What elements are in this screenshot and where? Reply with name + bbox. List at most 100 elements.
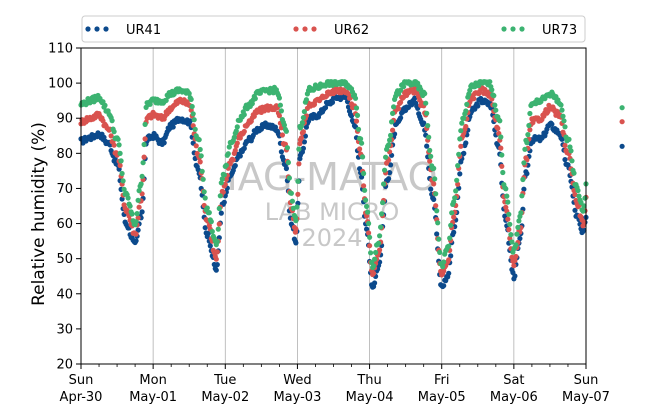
data-point	[398, 87, 404, 93]
data-point	[322, 105, 329, 111]
data-point	[133, 231, 139, 237]
data-point	[619, 143, 625, 149]
data-point	[506, 226, 512, 233]
legend-marker	[85, 26, 91, 32]
data-point	[513, 242, 519, 248]
data-point	[436, 236, 442, 242]
data-point	[561, 118, 567, 124]
data-point	[559, 136, 565, 142]
data-point	[463, 123, 469, 130]
data-point	[582, 195, 588, 201]
data-point	[464, 101, 470, 107]
data-point	[513, 253, 519, 260]
data-point	[362, 187, 368, 193]
x-tick-day: Sat	[503, 373, 524, 388]
data-point	[294, 204, 300, 210]
data-point	[276, 95, 282, 101]
data-point	[426, 134, 432, 140]
data-point	[366, 230, 372, 236]
data-point	[463, 108, 469, 114]
data-point	[454, 177, 460, 183]
data-point	[134, 211, 140, 217]
data-point	[219, 176, 225, 182]
data-point	[525, 132, 531, 138]
data-point	[119, 170, 125, 177]
data-point	[230, 157, 236, 163]
x-tick-date: May-07	[562, 390, 610, 405]
data-point	[286, 175, 292, 181]
data-point	[507, 221, 513, 227]
data-point	[398, 99, 404, 105]
data-point	[434, 231, 440, 237]
data-point	[233, 128, 239, 134]
data-point	[558, 102, 564, 108]
data-point	[367, 234, 373, 240]
data-point	[215, 226, 221, 232]
data-point	[115, 136, 121, 142]
data-point	[467, 87, 473, 93]
y-tick-label: 20	[56, 358, 73, 373]
data-point	[196, 137, 202, 143]
data-point	[383, 154, 389, 160]
data-point	[199, 168, 205, 174]
data-point	[226, 144, 232, 150]
data-point	[387, 137, 393, 143]
data-point	[452, 195, 458, 201]
data-point	[188, 96, 194, 102]
data-point	[516, 218, 522, 224]
data-point	[111, 142, 117, 148]
data-point	[371, 270, 377, 276]
data-point	[377, 247, 383, 253]
data-point	[432, 176, 438, 182]
series-UR73	[78, 79, 625, 271]
data-point	[455, 163, 461, 169]
data-point	[140, 160, 146, 166]
legend-marker	[103, 26, 109, 32]
data-point	[386, 142, 392, 148]
data-point	[463, 140, 469, 146]
data-point	[186, 90, 192, 97]
data-point	[197, 146, 203, 153]
data-point	[190, 111, 196, 117]
data-point	[566, 136, 572, 142]
data-point	[527, 127, 533, 133]
data-point	[296, 146, 302, 152]
data-point	[288, 190, 294, 196]
data-point	[252, 96, 258, 102]
data-point	[363, 197, 369, 203]
data-point	[568, 148, 574, 154]
x-tick-date: May-05	[418, 390, 466, 405]
x-tick-day: Fri	[434, 373, 450, 388]
data-point	[278, 108, 284, 114]
data-point	[521, 186, 527, 192]
data-point	[360, 154, 366, 160]
data-point	[296, 161, 302, 167]
data-point	[427, 158, 433, 164]
data-point	[102, 102, 108, 108]
data-point	[398, 115, 404, 121]
data-point	[560, 113, 566, 119]
data-point	[524, 171, 530, 177]
x-tick-day: Tue	[213, 373, 236, 388]
data-point	[478, 95, 484, 102]
data-point	[424, 110, 430, 116]
data-point	[120, 178, 126, 184]
data-point	[298, 135, 304, 141]
data-point	[231, 134, 237, 140]
data-point	[559, 107, 565, 113]
data-point	[518, 210, 524, 216]
data-point	[441, 283, 447, 289]
data-point	[208, 219, 214, 225]
data-point	[458, 143, 464, 149]
data-point	[491, 93, 497, 99]
data-point	[522, 146, 528, 152]
data-point	[401, 84, 407, 90]
data-point	[390, 127, 396, 133]
data-point	[505, 216, 511, 222]
data-point	[249, 101, 255, 107]
data-point	[357, 146, 363, 152]
legend-marker	[293, 26, 299, 32]
data-point	[139, 209, 145, 215]
x-tick-date: May-01	[129, 390, 177, 405]
data-point	[498, 134, 504, 140]
